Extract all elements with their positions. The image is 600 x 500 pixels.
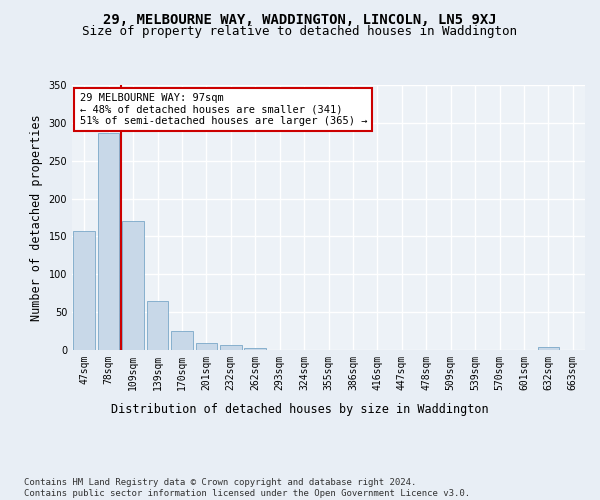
Y-axis label: Number of detached properties: Number of detached properties <box>30 114 43 321</box>
Bar <box>220 346 242 350</box>
Bar <box>196 343 217 350</box>
Bar <box>538 347 559 350</box>
Text: Size of property relative to detached houses in Waddington: Size of property relative to detached ho… <box>83 25 517 38</box>
Text: Distribution of detached houses by size in Waddington: Distribution of detached houses by size … <box>111 402 489 415</box>
Text: Contains HM Land Registry data © Crown copyright and database right 2024.
Contai: Contains HM Land Registry data © Crown c… <box>24 478 470 498</box>
Bar <box>244 348 266 350</box>
Bar <box>122 222 144 350</box>
Text: 29 MELBOURNE WAY: 97sqm
← 48% of detached houses are smaller (341)
51% of semi-d: 29 MELBOURNE WAY: 97sqm ← 48% of detache… <box>80 93 367 126</box>
Bar <box>171 331 193 350</box>
Text: 29, MELBOURNE WAY, WADDINGTON, LINCOLN, LN5 9XJ: 29, MELBOURNE WAY, WADDINGTON, LINCOLN, … <box>103 12 497 26</box>
Bar <box>147 301 168 350</box>
Bar <box>98 134 119 350</box>
Bar <box>73 231 95 350</box>
